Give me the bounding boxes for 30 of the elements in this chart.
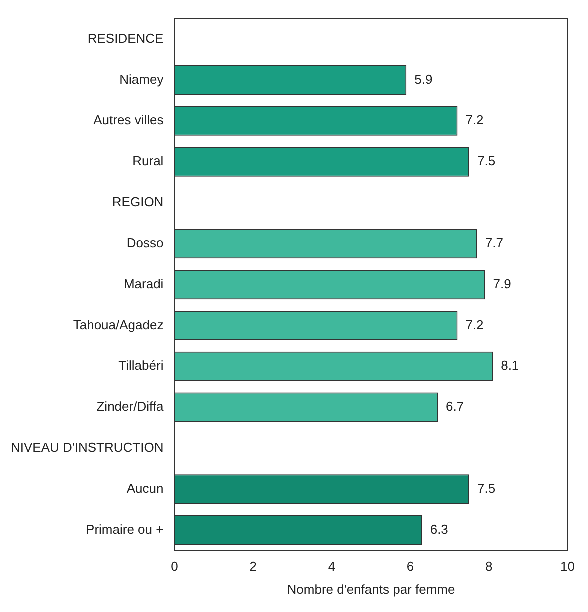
y-tick-label: Aucun: [126, 480, 164, 496]
y-tick-label: Rural: [132, 154, 164, 169]
x-tick-label: 8: [486, 559, 493, 574]
data-label: 6.7: [446, 399, 464, 414]
data-label: 5.9: [414, 72, 433, 87]
data-label: 7.2: [466, 317, 484, 332]
data-label: 7.7: [485, 235, 504, 250]
x-tick-label: 0: [171, 559, 178, 574]
y-tick-label: Autres villes: [94, 112, 164, 128]
data-label: 7.2: [466, 112, 484, 128]
y-tick-label: Primaire ou +: [86, 522, 164, 537]
y-tick-label: Tillabéri: [118, 358, 164, 374]
y-tick-label: Niamey: [120, 72, 164, 87]
y-tick-label: REGION: [112, 194, 164, 210]
x-tick-label: 10: [560, 559, 576, 574]
x-tick-label: 6: [406, 559, 414, 574]
y-tick-label: Maradi: [124, 276, 164, 292]
x-axis-title: Nombre d'enfants par femme: [287, 582, 456, 597]
data-label: 7.5: [478, 480, 496, 496]
y-tick-label: Dosso: [126, 235, 164, 250]
x-tick-label: 2: [250, 559, 257, 574]
data-label: 7.9: [493, 276, 512, 292]
data-label: 6.3: [430, 522, 448, 537]
y-tick-label: Tahoua/Agadez: [73, 317, 164, 332]
data-label: 8.1: [501, 358, 520, 374]
data-label: 7.5: [478, 154, 496, 169]
y-tick-label: NIVEAU D'INSTRUCTION: [10, 440, 164, 456]
x-tick-label: 4: [328, 559, 336, 574]
y-tick-label: RESIDENCE: [88, 30, 164, 46]
y-tick-label: Zinder/Diffa: [96, 399, 164, 414]
